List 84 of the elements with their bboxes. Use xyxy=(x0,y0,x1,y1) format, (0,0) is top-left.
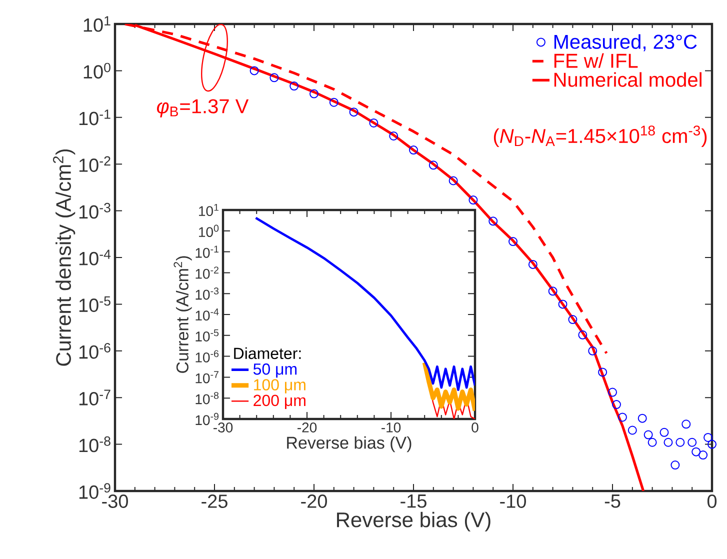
y-tick-label: 10$^{-2}$ xyxy=(79,156,110,172)
annotation: φ$_{B}$=1.37 V xyxy=(157,99,249,118)
point xyxy=(644,430,653,440)
x-tick-label: -25 xyxy=(202,494,228,508)
legend-label: FE w/ IFL xyxy=(554,53,638,68)
point xyxy=(528,260,538,269)
point xyxy=(558,300,568,309)
y-tick-label: 10$^{1}$ xyxy=(199,204,218,216)
text: (N$_{D}$-N$_{A}$=1.45×10$^{18}$ cm$^{-3}$) xyxy=(494,126,707,148)
y-tick-label: 10$^{-3}$ xyxy=(79,202,110,219)
y-tick-label: 10$^{-7}$ xyxy=(79,390,110,406)
point xyxy=(578,330,588,340)
y-tick-label: 10$^{-1}$ xyxy=(79,110,110,126)
x-axis-title: Reverse bias (V) xyxy=(287,436,412,452)
y-tick-label: 10$^{-4}$ xyxy=(79,250,111,266)
y-tick-label: 10$^{-3}$ xyxy=(196,288,219,300)
point xyxy=(648,438,657,447)
legend-label: 50 μm xyxy=(253,363,297,378)
point xyxy=(270,73,279,82)
point xyxy=(568,315,578,324)
point xyxy=(349,108,358,117)
point xyxy=(250,66,259,76)
y-tick-label: 10$^{-5}$ xyxy=(196,329,219,342)
y-tick-label: 10$^{-9}$ xyxy=(196,412,219,426)
y-tick-label: 10$^{-8}$ xyxy=(196,392,219,404)
point xyxy=(428,160,438,170)
point xyxy=(688,438,697,447)
x-tick-label: -30 xyxy=(102,494,128,508)
point xyxy=(409,146,418,155)
x-tick-label: -5 xyxy=(604,494,620,508)
x-tick-label: 0 xyxy=(707,494,717,508)
x-tick-label: -20 xyxy=(298,422,317,432)
y-axis-title: Current (A/cm$^{2}$) xyxy=(174,256,192,373)
x-tick-label: -15 xyxy=(400,494,426,508)
point xyxy=(608,388,618,397)
point xyxy=(692,447,701,456)
point xyxy=(664,438,673,447)
y-tick-label: 10$^{1}$ xyxy=(84,16,110,32)
point xyxy=(698,450,708,460)
y-tick-label: 10$^{-1}$ xyxy=(196,246,218,258)
point xyxy=(369,118,378,128)
point xyxy=(468,196,478,205)
x-tick-label: -10 xyxy=(500,494,526,508)
legend-label: 100 μm xyxy=(254,379,306,394)
legend-label: Measured, 23°C xyxy=(554,34,697,52)
point xyxy=(660,428,669,437)
point xyxy=(310,89,318,98)
point xyxy=(682,420,691,429)
x-tick-label: -30 xyxy=(214,422,233,432)
point xyxy=(548,286,558,296)
point xyxy=(598,368,608,377)
point xyxy=(708,440,717,449)
x-tick-label: -10 xyxy=(382,422,401,432)
point xyxy=(676,438,685,447)
point xyxy=(488,216,498,226)
point xyxy=(618,412,627,422)
y-tick-label: 10$^{-6}$ xyxy=(79,343,110,359)
y-tick-label: 10$^{-8}$ xyxy=(79,436,110,452)
y-tick-label: 10$^{-6}$ xyxy=(196,350,219,362)
y-tick-label: 10$^{0}$ xyxy=(84,62,110,79)
y-tick-label: 10$^{0}$ xyxy=(199,224,219,238)
point xyxy=(290,82,299,91)
legend-label: Numerical model xyxy=(554,72,702,87)
y-tick-label: 10$^{-4}$ xyxy=(196,308,219,321)
point xyxy=(704,432,713,442)
point xyxy=(448,176,458,186)
point xyxy=(628,426,637,435)
point xyxy=(588,346,598,356)
point xyxy=(508,237,518,246)
legend-label: 200 μm xyxy=(254,394,306,410)
point xyxy=(389,131,398,140)
point xyxy=(638,414,647,423)
x-axis-title: Reverse bias (V) xyxy=(337,512,490,532)
point xyxy=(670,460,680,470)
legend-title: Diameter: xyxy=(234,347,301,360)
y-tick-label: 10$^{-2}$ xyxy=(196,266,218,279)
y-tick-label: 10$^{-5}$ xyxy=(79,296,110,312)
point xyxy=(612,400,621,410)
y-tick-label: 10$^{-7}$ xyxy=(196,371,218,384)
y-axis-title: Current density (A/cm$^{2}$) xyxy=(53,149,76,366)
point xyxy=(329,98,338,107)
line-series xyxy=(422,360,476,413)
x-tick-label: -20 xyxy=(301,494,327,508)
x-tick-label: 0 xyxy=(472,422,478,432)
